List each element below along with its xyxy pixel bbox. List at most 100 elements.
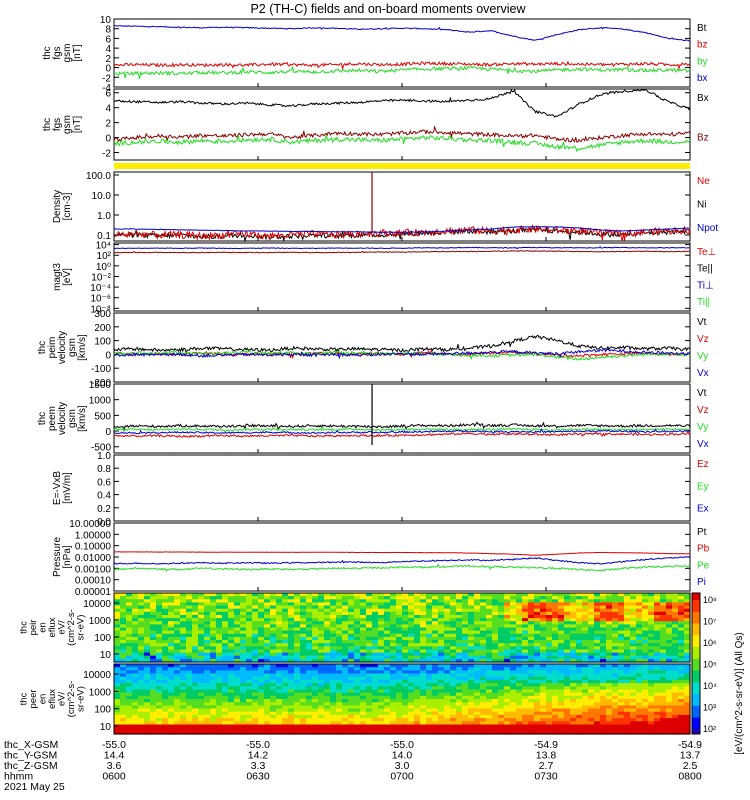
spectrogram-cell	[354, 596, 361, 600]
spectrogram-cell	[360, 624, 367, 629]
spectrogram-cell	[492, 683, 499, 687]
spectrogram-cell	[390, 664, 397, 668]
spectrogram-cell	[624, 655, 631, 660]
spectrogram-cell	[120, 649, 127, 654]
spectrogram-cell	[402, 602, 409, 607]
spectrogram-cell	[474, 711, 481, 716]
spectrogram-cell	[204, 624, 211, 629]
footer-value: 3.3	[251, 760, 266, 772]
spectrogram-cell	[138, 724, 145, 729]
spectrogram-cell	[360, 652, 367, 657]
spectrogram-cell	[516, 630, 523, 635]
spectrogram-cell	[342, 596, 349, 600]
y-tick-label: 0.1	[97, 231, 111, 242]
spectrogram-cell	[180, 689, 187, 694]
spectrogram-cell	[402, 599, 409, 603]
spectrogram-cell	[522, 630, 529, 635]
spectrogram-cell	[300, 695, 307, 700]
spectrogram-cell	[438, 640, 445, 644]
spectrogram-cell	[276, 596, 283, 600]
spectrogram-cell	[390, 667, 397, 671]
spectrogram-cell	[588, 676, 595, 681]
spectrogram-cell	[210, 608, 217, 613]
spectrogram-cell	[474, 658, 481, 663]
spectrogram-cell	[198, 699, 205, 703]
spectrogram-cell	[666, 655, 673, 660]
spectrogram-cell	[138, 593, 145, 597]
spectrogram-cell	[204, 664, 211, 668]
spectrogram-cell	[480, 621, 487, 625]
spectrogram-cell	[450, 605, 457, 610]
spectrogram-cell	[438, 699, 445, 703]
spectrogram-cell	[150, 646, 157, 650]
spectrogram-cell	[276, 636, 283, 641]
spectrogram-cell	[384, 624, 391, 629]
spectrogram-cell	[312, 640, 319, 644]
spectrogram-cell	[294, 658, 301, 663]
spectrogram-cell	[270, 621, 277, 625]
spectrogram-cell	[636, 636, 643, 641]
spectrogram-cell	[498, 596, 505, 600]
spectrogram-cell	[474, 599, 481, 603]
footer-value: -55.0	[102, 739, 126, 751]
spectrogram-cell	[606, 652, 613, 657]
spectrogram-cell	[246, 699, 253, 703]
spectrogram-cell	[156, 699, 163, 703]
spectrogram-cell	[144, 640, 151, 644]
spectrogram-cell	[144, 602, 151, 607]
y-tick-label: 1.0	[97, 211, 111, 222]
spectrogram-cell	[594, 705, 601, 710]
spectrogram-cell	[174, 649, 181, 654]
spectrogram-cell	[312, 705, 319, 710]
spectrogram-cell	[552, 718, 559, 722]
spectrogram-cell	[240, 643, 247, 647]
spectrogram-cell	[180, 695, 187, 700]
spectrogram-cell	[624, 602, 631, 607]
spectrogram-cell	[204, 611, 211, 616]
spectrogram-cell	[570, 658, 577, 663]
spectrogram-cell	[234, 618, 241, 622]
spectrogram-cell	[348, 630, 355, 635]
spectrogram-cell	[192, 727, 199, 732]
spectrogram-cell	[552, 652, 559, 657]
spectrogram-cell	[480, 615, 487, 619]
spectrogram-cell	[516, 730, 523, 735]
spectrogram-cell	[630, 593, 637, 597]
spectrogram-cell	[378, 646, 385, 650]
spectrogram-cell	[630, 596, 637, 600]
spectrogram-cell	[132, 643, 139, 647]
spectrogram-cell	[570, 611, 577, 616]
spectrogram-cell	[432, 593, 439, 597]
spectrogram-cell	[312, 621, 319, 625]
spectrogram-cell	[642, 705, 649, 710]
spectrogram-cell	[270, 673, 277, 678]
spectrogram-cell	[384, 692, 391, 697]
spectrogram-cell	[306, 627, 313, 632]
spectrogram-cell	[120, 636, 127, 641]
y-tick-label: -500	[91, 443, 111, 454]
spectrogram-cell	[132, 608, 139, 613]
spectrogram-cell	[468, 708, 475, 713]
spectrogram-cell	[126, 683, 133, 687]
spectrogram-cell	[426, 636, 433, 641]
colorbar-label: [eV/(cm^2-s-sr-eV)] (All Qs)	[734, 632, 745, 754]
spectrogram-cell	[672, 711, 679, 716]
spectrogram-cell	[438, 643, 445, 647]
spectrogram-cell	[594, 683, 601, 687]
spectrogram-cell	[324, 602, 331, 607]
spectrogram-cell	[156, 652, 163, 657]
spectrogram-cell	[282, 686, 289, 691]
spectrogram-cell	[282, 658, 289, 663]
spectrogram-cell	[114, 621, 121, 625]
footer-value: 0700	[390, 771, 414, 783]
y-tick-label: 0.2	[97, 504, 111, 515]
spectrogram-cell	[666, 692, 673, 697]
spectrogram-cell	[288, 646, 295, 650]
spectrogram-cell	[576, 679, 583, 684]
spectrogram-cell	[468, 689, 475, 694]
spectrogram-cell	[462, 673, 469, 678]
spectrogram-cell	[390, 730, 397, 735]
spectrogram-cell	[150, 714, 157, 719]
spectrogram-cell	[354, 658, 361, 663]
spectrogram-cell	[510, 652, 517, 657]
